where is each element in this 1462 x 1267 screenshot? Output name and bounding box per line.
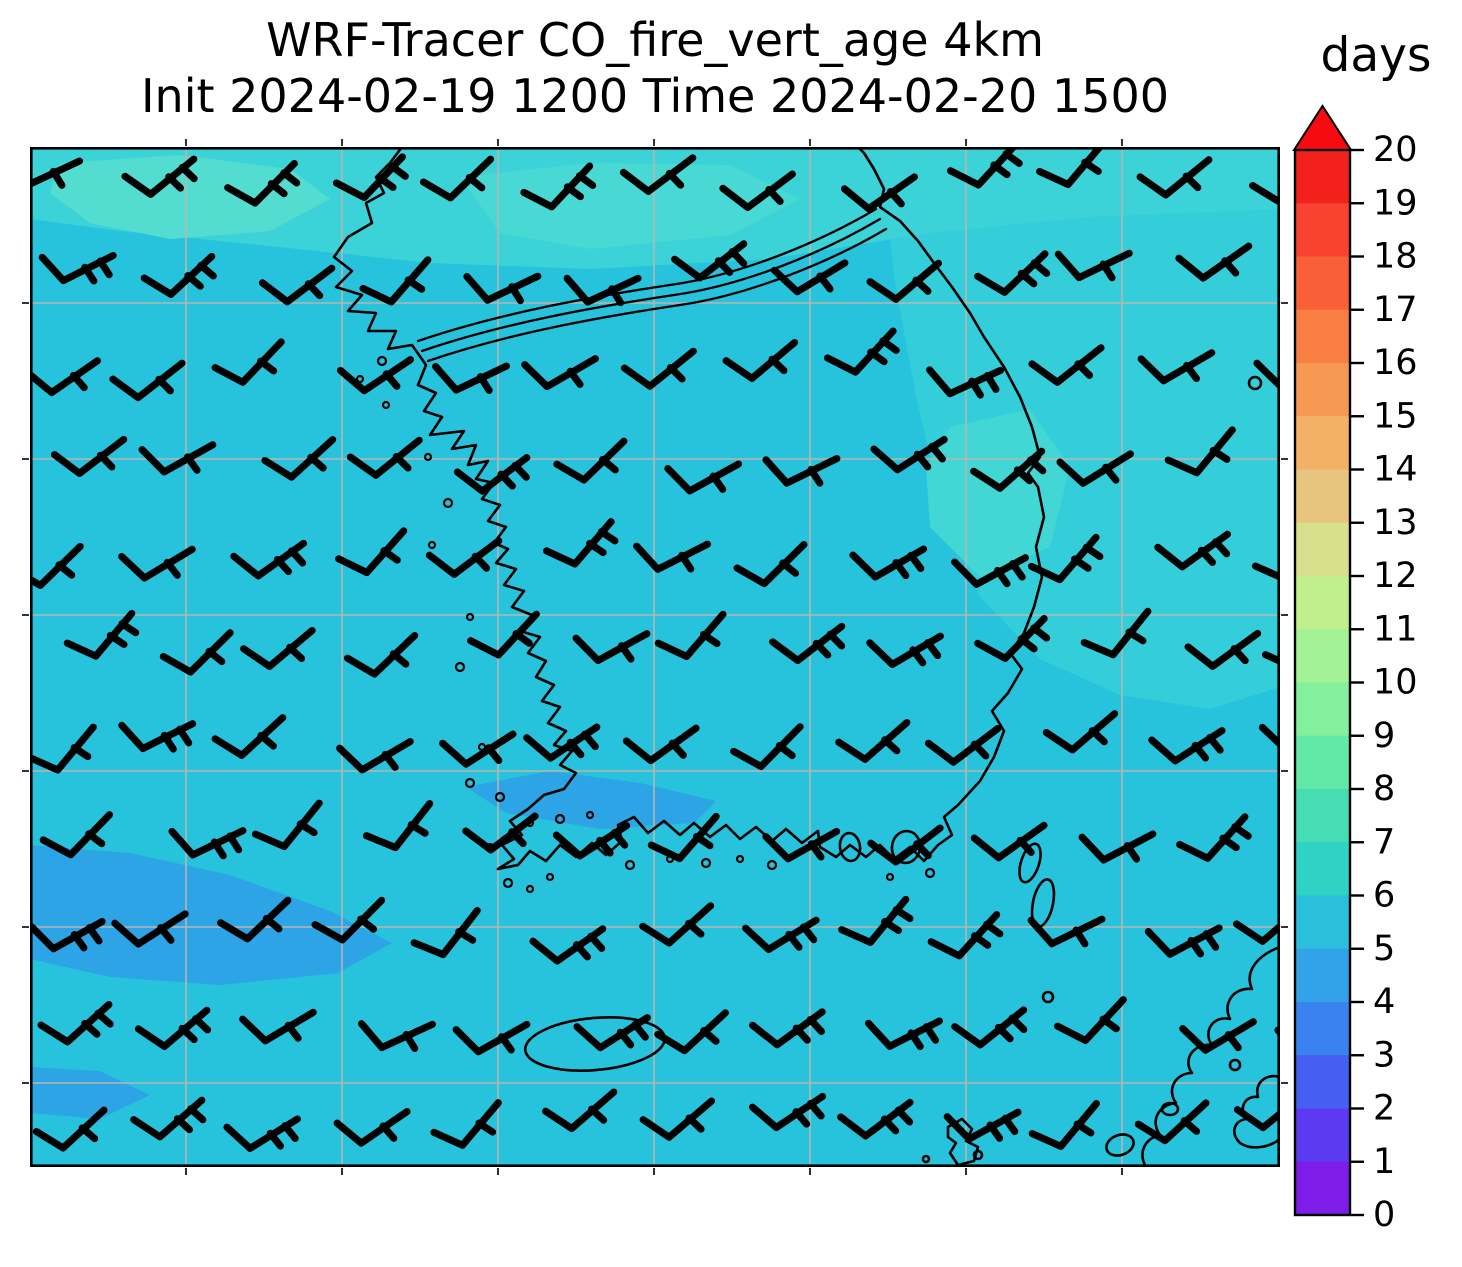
colorbar-segment (1294, 789, 1351, 843)
island-namhae (838, 831, 862, 863)
small-island (766, 859, 778, 871)
colorbar-tick-label: 14 (1373, 450, 1418, 490)
colorbar-segment (1294, 629, 1351, 684)
river-border-line-3 (426, 227, 888, 363)
river-border-line-2 (420, 217, 882, 353)
age-field-patch-mid-right-blob-age-6-7 (926, 409, 1070, 577)
small-island (423, 452, 433, 462)
small-island (376, 355, 388, 367)
small-island (1228, 1058, 1242, 1072)
colorbar-segment (1294, 576, 1351, 630)
colorbar-tick-label: 12 (1373, 556, 1418, 596)
small-island (502, 877, 514, 889)
colorbar-segment (1294, 363, 1351, 417)
colorbar-segment (1294, 469, 1351, 524)
small-island (464, 777, 476, 789)
island-tsushima-north (1018, 842, 1042, 884)
colorbar-segment (1294, 1108, 1351, 1163)
small-island (885, 872, 895, 882)
colorbar-segment (1294, 735, 1351, 790)
colorbar-frame (1293, 148, 1352, 1217)
river-border-line-1 (416, 207, 878, 343)
colorbar-segment (1294, 256, 1351, 311)
colorbar-tick-label: 8 (1373, 769, 1395, 809)
colorbar-tick-label: 6 (1373, 876, 1395, 916)
coastline-korea-mainland (332, 147, 1046, 871)
colorbar-segment (1294, 1055, 1351, 1110)
colorbar-tick-label: 16 (1373, 343, 1418, 383)
small-island (1041, 990, 1055, 1004)
plot-subtitle: Init 2024-02-19 1200 Time 2024-02-20 150… (140, 69, 1169, 124)
colorbar-tick-label: 5 (1373, 929, 1395, 969)
island-goto-chain (946, 1117, 980, 1167)
island-iki (1105, 1133, 1135, 1157)
small-island (554, 813, 566, 825)
small-island (624, 859, 636, 871)
small-island (972, 1149, 984, 1161)
colorbar-tick-label: 13 (1373, 503, 1418, 543)
small-island (454, 661, 466, 673)
colorbar-tick-label: 17 (1373, 290, 1418, 330)
colorbar-tick-label: 0 (1373, 1195, 1395, 1235)
colorbar-tick-label: 15 (1373, 396, 1418, 436)
small-island (465, 612, 475, 622)
small-island (1160, 1101, 1180, 1117)
colorbar-segment (1294, 522, 1351, 577)
colorbar-segment (1294, 416, 1351, 471)
axis-ticks (22, 139, 1288, 1175)
colorbar-segment (1294, 895, 1351, 950)
small-island (924, 867, 936, 879)
age-field-patch-bottom-left-blob-age-4-5 (30, 1067, 150, 1119)
small-island (585, 810, 595, 820)
colorbar-extend-arrow (1292, 104, 1353, 151)
small-island (700, 857, 712, 869)
small-island (921, 1154, 931, 1164)
coastline-kyushu (1141, 945, 1280, 1167)
title-block: WRF-Tracer CO_fire_vert_age 4km Init 202… (30, 12, 1280, 124)
colorbar-tick-label: 18 (1373, 237, 1418, 277)
plot-frame (29, 146, 1281, 1168)
map-plot (22, 139, 1288, 1175)
colorbar-segment (1294, 842, 1351, 897)
colorbar-tick-label: 7 (1373, 822, 1395, 862)
colorbar-tick-label: 11 (1373, 609, 1418, 649)
colorbar-tick-label: 3 (1373, 1035, 1395, 1075)
colorbar-tick-label: 10 (1373, 663, 1418, 703)
coastlines (332, 147, 1280, 1167)
colorbar-tick-label: 2 (1373, 1089, 1395, 1129)
small-island (735, 854, 745, 864)
age-field-patch-left-band-age-4-5 (30, 845, 392, 985)
colorbar-segment (1294, 150, 1351, 204)
colorbar-segment (1294, 1161, 1351, 1216)
colorbar-tick-label: 20 (1373, 130, 1418, 170)
colorbar-units-label: days (1320, 28, 1432, 83)
small-island (355, 374, 365, 384)
small-island (381, 400, 391, 410)
colorbar-tick-label: 19 (1373, 183, 1418, 223)
small-island (545, 872, 555, 882)
island-ulleungdo (1247, 375, 1263, 391)
age-field-patch-top-center-blob-age-7 (460, 163, 800, 249)
colorbar-segment (1294, 309, 1351, 364)
small-island (427, 540, 437, 550)
small-island (442, 497, 454, 509)
colorbar-segment (1294, 1002, 1351, 1056)
plot-title: WRF-Tracer CO_fire_vert_age 4km (266, 13, 1044, 67)
colorbar-tick-label: 1 (1373, 1142, 1395, 1182)
colorbar-segment (1294, 203, 1351, 258)
colorbar-tick-label: 4 (1373, 982, 1395, 1022)
age-field-patch-top-left-blob-age-7-8 (50, 155, 330, 239)
small-island (494, 791, 506, 803)
colorbar-segment (1294, 682, 1351, 737)
colorbar-segment (1294, 948, 1351, 1003)
small-island (525, 884, 535, 894)
colorbar-tick-label: 9 (1373, 716, 1395, 756)
